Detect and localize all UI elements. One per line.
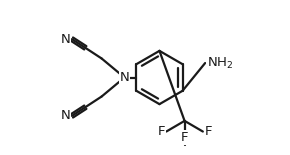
Text: NH$_2$: NH$_2$ — [207, 55, 233, 71]
Text: F: F — [157, 125, 165, 138]
Text: N: N — [60, 109, 70, 122]
Text: F: F — [204, 125, 212, 138]
Text: N: N — [60, 33, 70, 46]
Text: F: F — [181, 131, 188, 144]
Text: N: N — [119, 71, 129, 84]
